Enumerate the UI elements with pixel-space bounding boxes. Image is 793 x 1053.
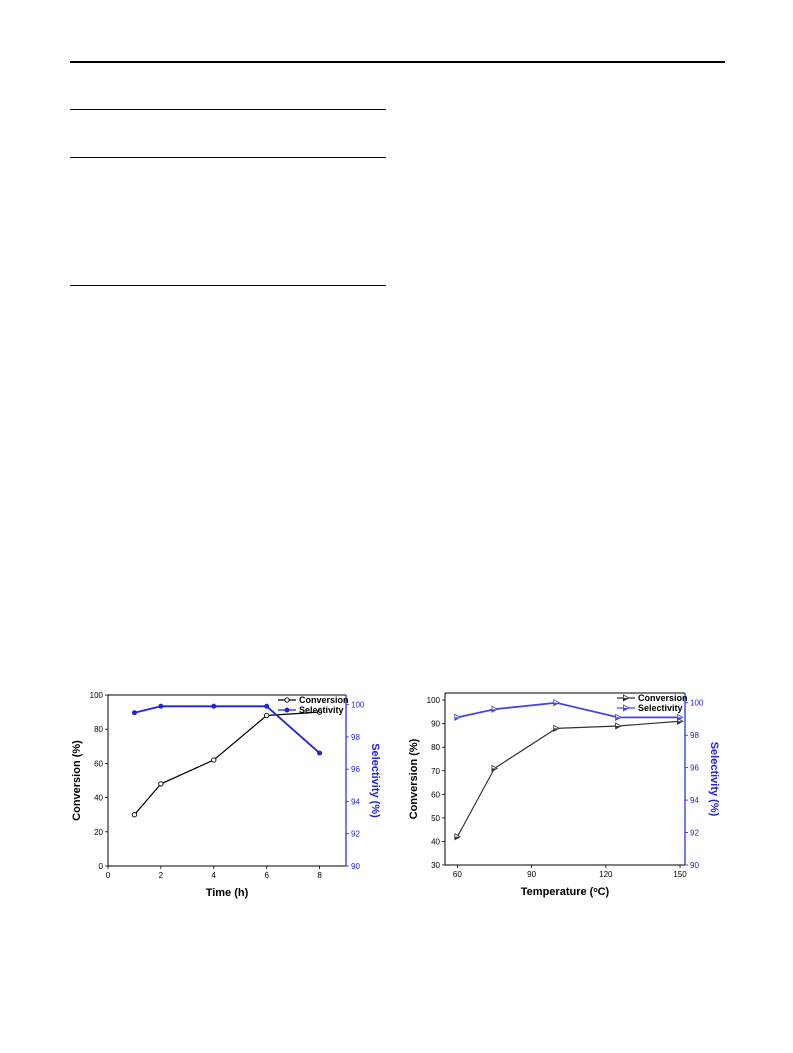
- y-tick-label: 80: [431, 743, 440, 752]
- y-axis-title: Conversion (%): [71, 740, 83, 821]
- y-tick-label: 100: [90, 691, 104, 700]
- x-tick-label: 90: [527, 870, 536, 879]
- y-tick-label: 90: [431, 720, 440, 729]
- x-tick-label: 6: [264, 871, 269, 880]
- y-tick-label: 40: [431, 837, 440, 846]
- x-tick-label: 2: [159, 871, 164, 880]
- data-point: [317, 750, 323, 756]
- series-conversion: [131, 709, 323, 818]
- x-tick-label: 150: [673, 870, 687, 879]
- y-tick-label: 0: [99, 862, 104, 871]
- data-point: [131, 812, 138, 818]
- chart-conversion-selectivity-vs-temperature: 60 90 120 150 30 40 50 60 70 80 90 100 90 92 94 96 98 100…: [408, 692, 720, 898]
- y-axis-title: Conversion (%): [408, 738, 420, 819]
- legend-label: Selectivity: [299, 705, 344, 715]
- y-tick-label: 50: [431, 814, 440, 823]
- data-point: [553, 724, 560, 733]
- legend-marker: [284, 707, 290, 713]
- table-top-rule: [70, 109, 386, 110]
- y2-tick-label: 92: [690, 829, 699, 838]
- table-header-rule: [70, 157, 386, 158]
- data-point: [454, 833, 461, 841]
- page-header-rule: [70, 61, 725, 63]
- y2-tick-label: 92: [351, 830, 360, 839]
- legend-label: Conversion: [299, 695, 349, 705]
- x-tick-label: 4: [212, 871, 217, 880]
- y2-tick-label: 98: [690, 731, 699, 740]
- y-tick-label: 70: [431, 767, 440, 776]
- y2-tick-label: 96: [351, 765, 360, 774]
- data-point: [158, 781, 164, 787]
- y2-tick-label: 90: [690, 861, 699, 870]
- y-tick-label: 40: [94, 794, 103, 803]
- series-selectivity: [454, 699, 684, 722]
- data-point: [454, 713, 461, 722]
- x-axis-title: Time (h): [206, 887, 249, 899]
- legend-marker: [623, 704, 630, 712]
- y2-tick-label: 94: [690, 796, 699, 805]
- y-tick-label: 30: [431, 861, 440, 870]
- y2-tick-label: 98: [351, 733, 360, 742]
- legend-marker: [284, 697, 290, 703]
- y-tick-label: 60: [94, 759, 103, 768]
- x-axis-title: Temperature (oC): [521, 886, 610, 898]
- data-point: [158, 703, 164, 709]
- y2-tick-label: 96: [690, 764, 699, 773]
- y2-tick-label: 100: [690, 699, 704, 708]
- y-tick-label: 60: [431, 790, 440, 799]
- y2-tick-label: 90: [351, 862, 360, 871]
- series-line: [456, 720, 681, 838]
- y2-axis-title: Selectivity (%): [369, 743, 381, 818]
- data-point: [553, 699, 560, 707]
- data-point: [491, 764, 499, 773]
- data-point: [491, 705, 499, 713]
- y2-tick-label: 94: [351, 797, 360, 806]
- data-point: [615, 722, 622, 730]
- y-tick-label: 100: [427, 696, 441, 705]
- data-point: [316, 709, 323, 715]
- data-point: [131, 710, 137, 716]
- y2-tick-label: 100: [351, 701, 365, 710]
- data-point: [615, 713, 622, 722]
- x-tick-label: 8: [317, 871, 322, 880]
- x-tick-label: 60: [453, 870, 462, 879]
- data-point: [264, 703, 270, 709]
- series-selectivity: [131, 703, 323, 756]
- data-point: [211, 757, 217, 763]
- y-tick-label: 80: [94, 725, 103, 734]
- x-tick-label: 120: [599, 870, 613, 879]
- x-tick-label: 0: [106, 871, 111, 880]
- table-bottom-rule: [70, 285, 386, 286]
- y2-axis-title: Selectivity (%): [708, 742, 720, 817]
- data-point: [211, 703, 217, 709]
- legend-marker: [623, 694, 630, 702]
- data-point: [677, 713, 684, 722]
- y-tick-label: 20: [94, 828, 103, 837]
- legend-label: Selectivity: [638, 703, 683, 713]
- series-conversion: [454, 717, 684, 841]
- data-point: [264, 712, 270, 719]
- legend-label: Conversion: [638, 693, 688, 703]
